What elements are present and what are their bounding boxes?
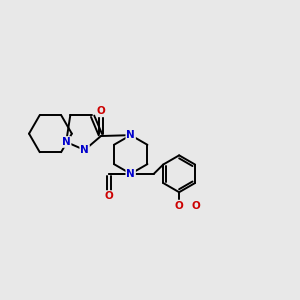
Text: N: N: [126, 130, 135, 140]
Text: N: N: [62, 137, 70, 147]
Text: O: O: [175, 201, 184, 211]
Text: N: N: [80, 145, 89, 155]
Text: N: N: [126, 169, 135, 179]
Text: O: O: [105, 191, 114, 201]
Text: O: O: [97, 106, 105, 116]
Text: O: O: [191, 201, 200, 211]
